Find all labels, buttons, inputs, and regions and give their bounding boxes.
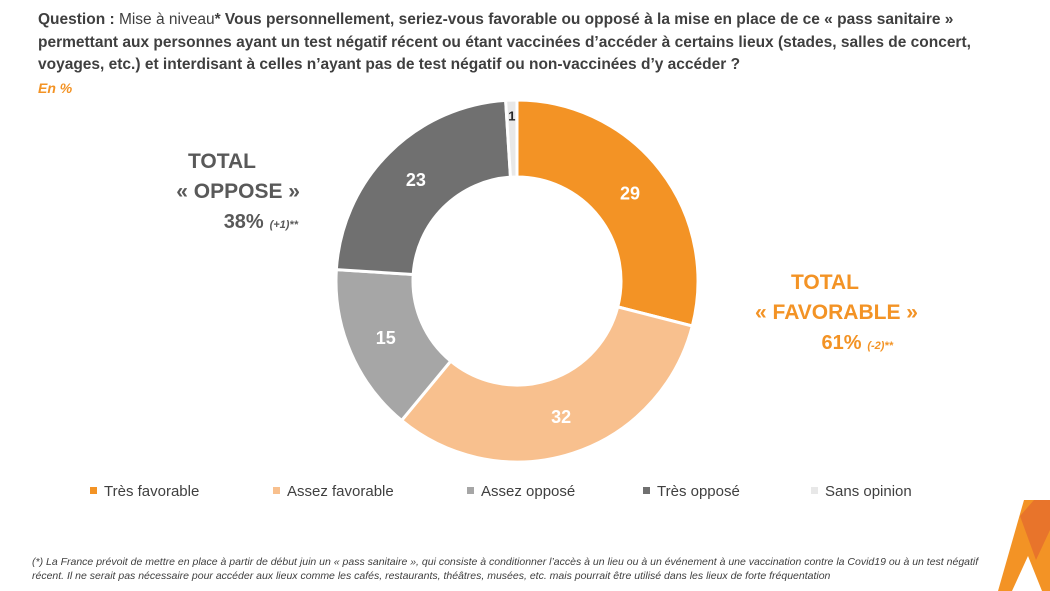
data-label-sans-opinion: 1 bbox=[508, 109, 515, 124]
question-body: * Vous personnellement, seriez-vous favo… bbox=[38, 11, 971, 73]
total-oppose-change: (+1)** bbox=[269, 219, 298, 231]
total-favorable-line2: « FAVORABLE » bbox=[755, 301, 918, 324]
slice-tres-oppose bbox=[334, 98, 513, 277]
total-oppose-value-line: 38% (+1)** bbox=[150, 207, 300, 240]
donut-labels: 29 32 15 23 1 bbox=[376, 109, 640, 427]
data-label-assez-favorable: 32 bbox=[551, 407, 571, 427]
legend-item-assez-favorable: Assez favorable bbox=[273, 483, 394, 500]
slice-sans-opinion bbox=[504, 98, 519, 179]
question-label: Question : bbox=[38, 11, 115, 28]
total-favorable-line1: TOTAL bbox=[790, 271, 859, 294]
data-label-tres-favorable: 29 bbox=[620, 183, 640, 203]
footnote: (*) La France prévoit de mettre en place… bbox=[32, 556, 979, 582]
question-text: Question : Mise à niveau* Vous personnel… bbox=[38, 9, 998, 77]
total-oppose: TOTAL « OPPOSE » 38% (+1)** bbox=[150, 147, 300, 240]
question-prefix: Mise à niveau bbox=[118, 11, 215, 28]
legend-label: Très opposé bbox=[657, 483, 740, 500]
data-label-tres-oppose: 23 bbox=[406, 170, 426, 190]
legend-item-assez-oppose: Assez opposé bbox=[467, 483, 575, 500]
total-favorable-value: 61% bbox=[821, 332, 862, 354]
legend-label: Sans opinion bbox=[825, 483, 912, 500]
legend-swatch bbox=[467, 487, 474, 494]
total-oppose-value: 38% bbox=[223, 211, 264, 233]
legend-item-tres-oppose: Très opposé bbox=[643, 483, 740, 500]
slice-assez-favorable bbox=[399, 305, 695, 464]
logo-notch bbox=[1012, 556, 1042, 591]
legend-label: Assez favorable bbox=[287, 483, 394, 500]
unit-label: En % bbox=[38, 80, 73, 96]
legend-swatch bbox=[273, 487, 280, 494]
donut-slices bbox=[334, 98, 700, 464]
total-oppose-line2: « OPPOSE » bbox=[176, 180, 300, 203]
slice-tres-favorable bbox=[515, 98, 700, 328]
total-favorable: TOTAL « FAVORABLE » 61% (-2)** bbox=[728, 268, 918, 361]
legend-swatch bbox=[90, 487, 97, 494]
chart-legend: Très favorable Assez favorable Assez opp… bbox=[0, 483, 1050, 505]
total-favorable-change: (-2)** bbox=[867, 340, 893, 352]
logo-shape-dark bbox=[1020, 500, 1050, 560]
legend-label: Très favorable bbox=[104, 483, 200, 500]
legend-swatch bbox=[811, 487, 818, 494]
brand-logo bbox=[998, 500, 1050, 591]
legend-item-tres-favorable: Très favorable bbox=[90, 483, 199, 500]
legend-item-sans-opinion: Sans opinion bbox=[811, 483, 912, 500]
total-favorable-value-line: 61% (-2)** bbox=[728, 328, 918, 361]
legend-swatch bbox=[643, 487, 650, 494]
total-oppose-line1: TOTAL bbox=[187, 150, 256, 173]
data-label-assez-oppose: 15 bbox=[376, 328, 396, 348]
legend-label: Assez opposé bbox=[481, 483, 576, 500]
